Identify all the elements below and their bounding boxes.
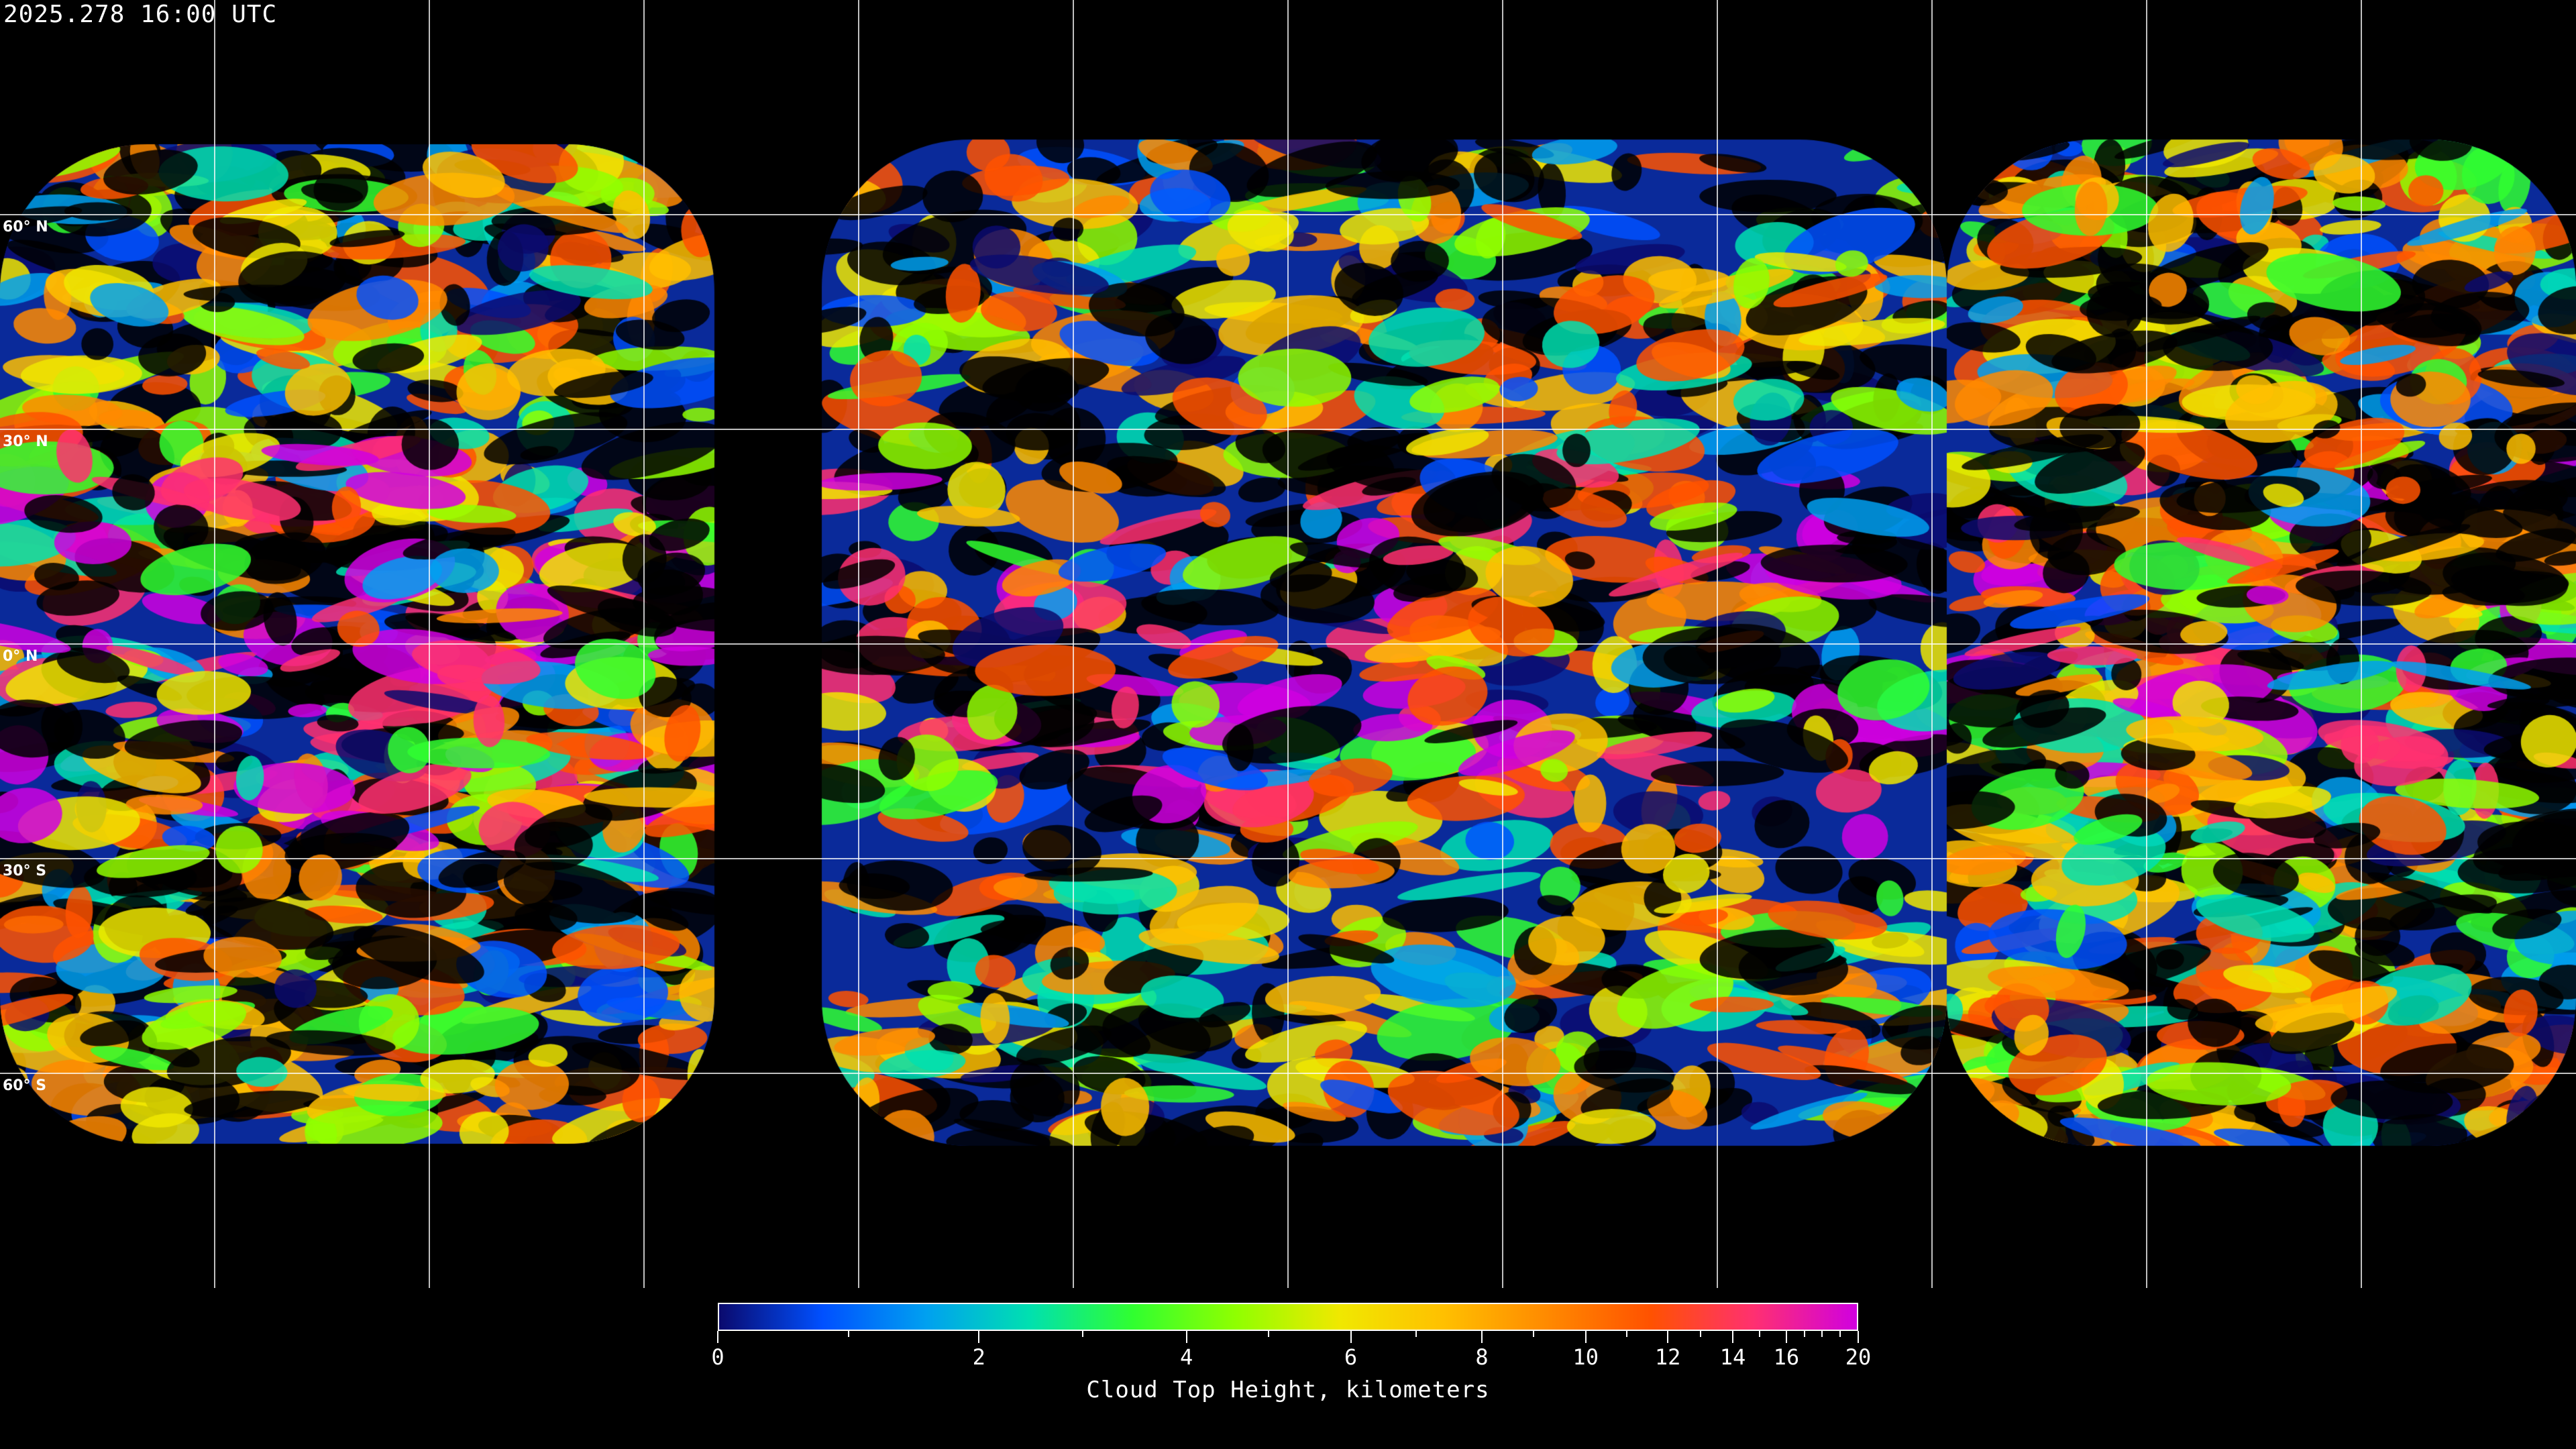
colorbar-tick-label: 10 [1572,1344,1599,1370]
colorbar-minor-tick [1082,1331,1083,1337]
colorbar-minor-tick [1758,1331,1760,1337]
lat-label-30s: 30° S [3,863,47,879]
colorbar-title: Cloud Top Height, kilometers [1086,1377,1490,1403]
colorbar-minor-tick [1839,1331,1841,1337]
colorbar-tick-label: 16 [1773,1344,1800,1370]
colorbar-minor-tick [1268,1331,1270,1337]
timestamp: 2025.278 16:00 UTC [3,1,278,28]
colorbar-major-tick [1481,1331,1483,1343]
colorbar-minor-tick [1625,1331,1627,1337]
lat-label-60s: 60° S [3,1077,47,1094]
lat-label-0n: 0° N [3,648,38,665]
colorbar-minor-tick [1533,1331,1535,1337]
colorbar-major-tick [1785,1331,1787,1343]
colorbar-tick-label: 20 [1845,1344,1872,1370]
colorbar-ticks: 0 2 4 6 8 10 12 14 16 20 [711,1331,1871,1385]
colorbar-major-tick [1350,1331,1352,1343]
colorbar-major-tick [1732,1331,1733,1343]
colorbar-major-tick [1667,1331,1669,1343]
colorbar-minor-tick [1821,1331,1823,1337]
colorbar-major-tick [1858,1331,1859,1343]
lat-label-30n: 30° N [3,433,48,450]
colorbar [718,1303,1858,1331]
colorbar-minor-tick [847,1331,849,1337]
colorbar-major-tick [1585,1331,1587,1343]
lat-label-60n: 60° N [3,219,48,235]
colorbar-major-tick [717,1331,718,1343]
colorbar-major-tick [978,1331,980,1343]
colorbar-tick-label: 12 [1654,1344,1681,1370]
colorbar-tick-label: 2 [972,1344,985,1370]
colorbar-tick-label: 8 [1475,1344,1489,1370]
colorbar-tick-label: 0 [711,1344,724,1370]
colorbar-minor-tick [1699,1331,1701,1337]
colorbar-major-tick [1185,1331,1187,1343]
graticule [0,0,2576,1288]
colorbar-minor-tick [1803,1331,1805,1337]
colorbar-tick-label: 14 [1719,1344,1746,1370]
cloud-top-height-map: 60° N 30° N 0° N 30° S 60° S [0,0,2576,1288]
colorbar-minor-tick [1415,1331,1417,1337]
colorbar-tick-label: 6 [1344,1344,1358,1370]
colorbar-tick-label: 4 [1180,1344,1193,1370]
